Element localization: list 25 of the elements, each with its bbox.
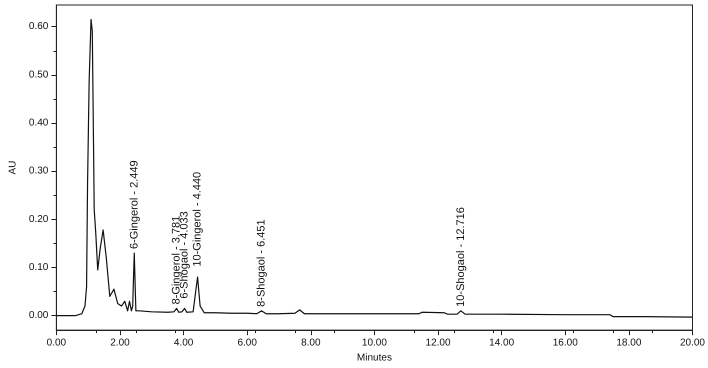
x-tick-label: 16.00 [552, 338, 578, 349]
annotation: 8-Shogaol - 6.451 [256, 219, 268, 307]
y-tick-label: 0.00 [28, 310, 49, 322]
y-tick-label: 0.30 [28, 166, 49, 177]
line-series [56, 18, 694, 318]
x-axis-title: Minutes [356, 352, 392, 364]
x-tick-label: 18.00 [616, 338, 642, 349]
y-axis-title: AU [8, 160, 18, 175]
x-tick-label: 12.00 [426, 338, 451, 349]
y-tick-label: 0.10 [28, 262, 49, 273]
y-tick-label: 0.20 [28, 214, 49, 225]
x-tick-label: 14.00 [489, 338, 515, 349]
x-tick-label: 2.00 [110, 338, 130, 349]
annotation: 6-Gingerol - 2.449 [128, 160, 140, 250]
x-tick-label: 8.00 [301, 338, 321, 349]
y-tick-label: 0.50 [28, 69, 49, 80]
x-tick-label: 4.00 [174, 338, 194, 349]
x-tick-label: 20.00 [680, 338, 706, 349]
y-tick-label: 0.60 [28, 21, 49, 32]
y-tick-label: 0.40 [28, 118, 49, 128]
x-tick-label: 0.00 [46, 338, 67, 349]
x-tick-label: 10.00 [362, 338, 388, 349]
x-tick-label: 6.00 [237, 338, 258, 349]
annotation: 10-Gingerol - 4.440 [192, 172, 204, 267]
annotation: 10-Shogaol - 12.716 [454, 207, 467, 307]
